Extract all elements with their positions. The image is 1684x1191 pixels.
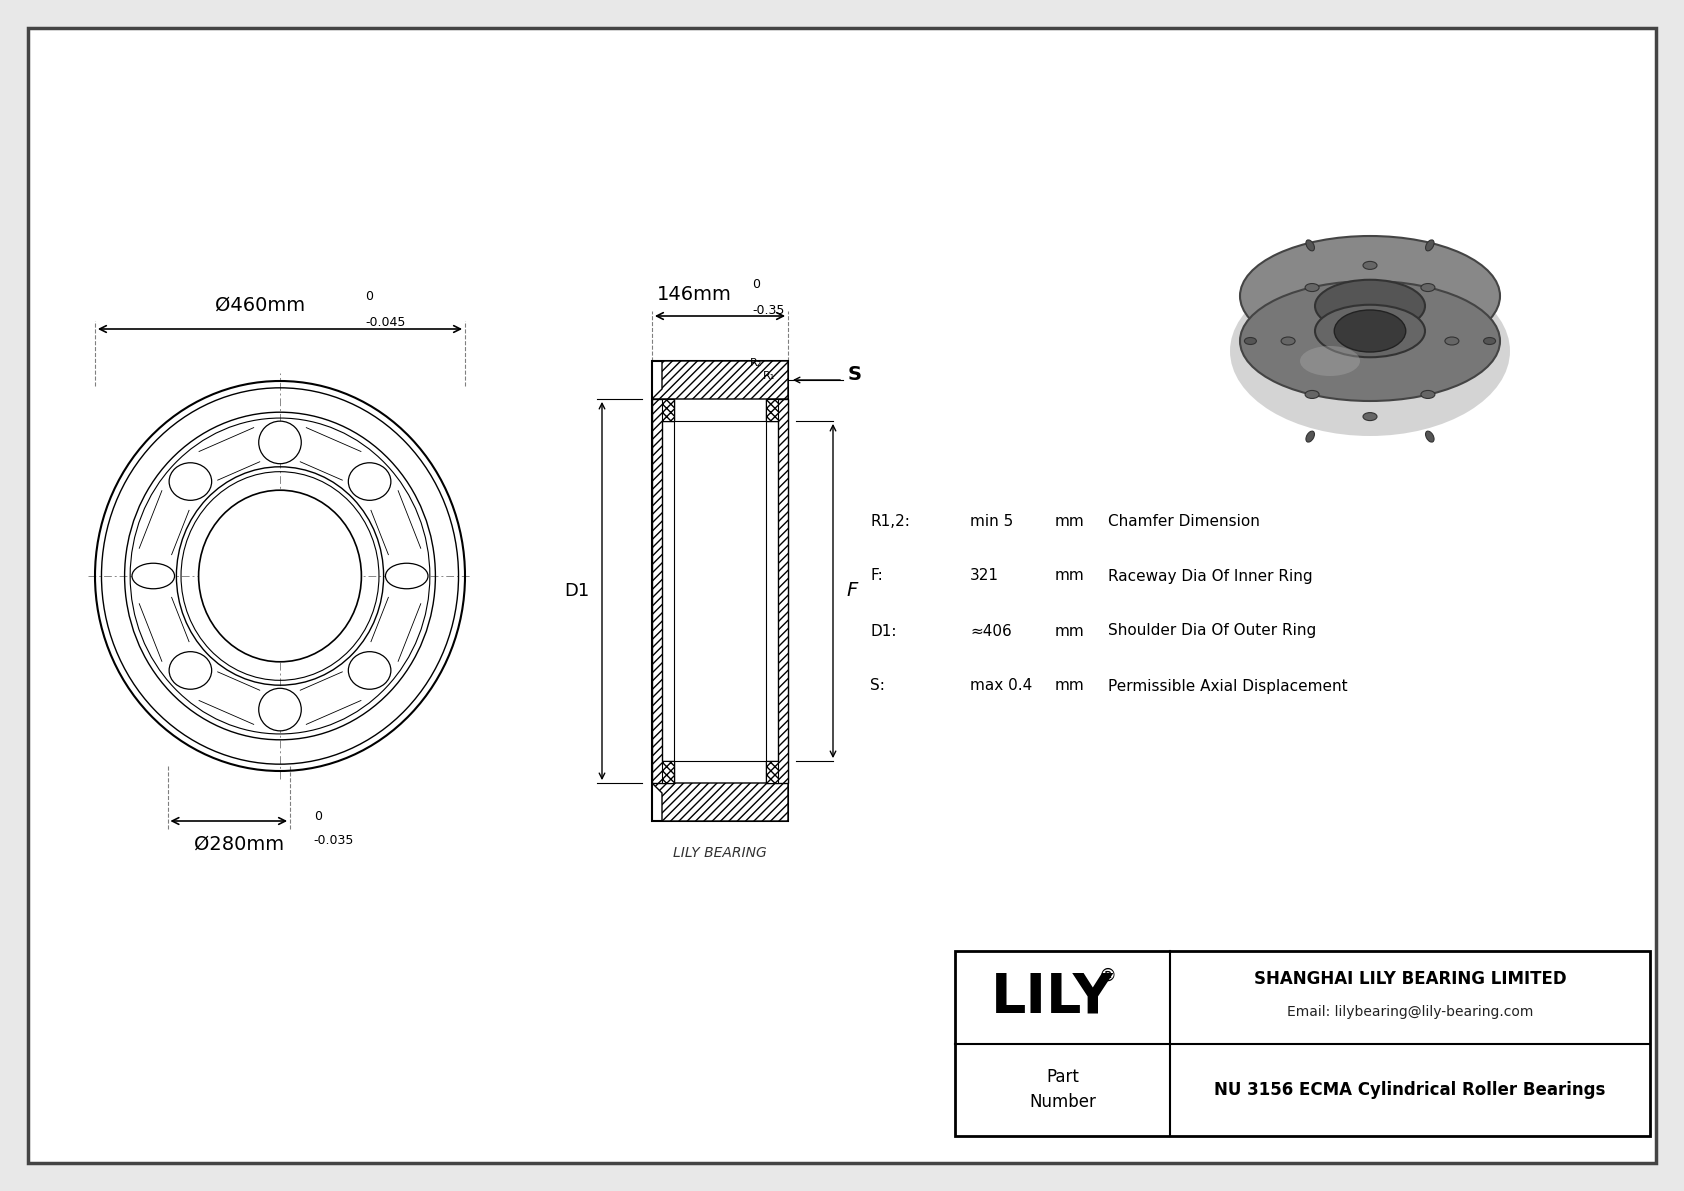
Polygon shape: [652, 782, 788, 821]
Ellipse shape: [1305, 283, 1319, 292]
Text: 0: 0: [753, 278, 759, 291]
Ellipse shape: [131, 563, 175, 588]
Ellipse shape: [1305, 431, 1315, 442]
Ellipse shape: [1305, 239, 1315, 251]
Ellipse shape: [1484, 337, 1495, 344]
Text: 0: 0: [313, 810, 322, 823]
Ellipse shape: [1244, 337, 1256, 344]
Text: Shoulder Dia Of Outer Ring: Shoulder Dia Of Outer Ring: [1108, 624, 1317, 638]
Ellipse shape: [1421, 283, 1435, 292]
Text: mm: mm: [1054, 513, 1084, 529]
Ellipse shape: [259, 422, 301, 463]
Text: Chamfer Dimension: Chamfer Dimension: [1108, 513, 1260, 529]
Text: Raceway Dia Of Inner Ring: Raceway Dia Of Inner Ring: [1108, 568, 1312, 584]
Ellipse shape: [1229, 266, 1511, 436]
Text: max 0.4: max 0.4: [970, 679, 1032, 693]
Text: F: F: [845, 581, 857, 600]
Text: Permissible Axial Displacement: Permissible Axial Displacement: [1108, 679, 1347, 693]
Ellipse shape: [168, 651, 212, 690]
Text: Ø460mm: Ø460mm: [216, 297, 305, 314]
Text: mm: mm: [1054, 679, 1084, 693]
Text: NU 3156 ECMA Cylindrical Roller Bearings: NU 3156 ECMA Cylindrical Roller Bearings: [1214, 1080, 1605, 1099]
Ellipse shape: [1362, 261, 1378, 269]
Polygon shape: [652, 361, 788, 399]
Bar: [652, 361, 788, 821]
Ellipse shape: [168, 463, 212, 500]
Text: R₁: R₁: [763, 372, 775, 381]
Ellipse shape: [1362, 412, 1378, 420]
Ellipse shape: [1426, 239, 1435, 251]
Text: -0.035: -0.035: [313, 834, 354, 847]
Bar: [955, 950, 1650, 1136]
Ellipse shape: [1305, 391, 1319, 399]
Text: D1: D1: [564, 582, 589, 600]
Text: -0.35: -0.35: [753, 304, 785, 317]
Text: -0.045: -0.045: [365, 316, 406, 329]
Bar: [766, 761, 778, 782]
Text: 146mm: 146mm: [657, 285, 733, 304]
Ellipse shape: [1334, 310, 1406, 353]
Ellipse shape: [1315, 305, 1425, 357]
Text: Ø280mm: Ø280mm: [194, 835, 285, 854]
Ellipse shape: [1282, 337, 1295, 345]
Text: mm: mm: [1054, 624, 1084, 638]
Text: S:: S:: [871, 679, 884, 693]
Text: S: S: [849, 366, 862, 385]
Text: D1:: D1:: [871, 624, 896, 638]
Bar: [674, 420, 766, 761]
Polygon shape: [766, 399, 788, 782]
Ellipse shape: [199, 491, 362, 662]
Text: Part
Number: Part Number: [1029, 1068, 1096, 1111]
Polygon shape: [652, 399, 674, 782]
Ellipse shape: [1239, 281, 1500, 401]
Ellipse shape: [259, 688, 301, 731]
Ellipse shape: [1300, 347, 1361, 376]
Text: LILY: LILY: [992, 971, 1113, 1024]
Ellipse shape: [1426, 431, 1435, 442]
Ellipse shape: [349, 463, 391, 500]
Text: R₂: R₂: [749, 358, 763, 368]
Text: ≈406: ≈406: [970, 624, 1012, 638]
Text: R1,2:: R1,2:: [871, 513, 909, 529]
Ellipse shape: [1445, 337, 1458, 345]
Text: 0: 0: [365, 289, 372, 303]
Ellipse shape: [1421, 391, 1435, 399]
Ellipse shape: [386, 563, 428, 588]
Text: SHANGHAI LILY BEARING LIMITED: SHANGHAI LILY BEARING LIMITED: [1253, 971, 1566, 989]
Ellipse shape: [1239, 236, 1500, 356]
Text: mm: mm: [1054, 568, 1084, 584]
Text: LILY BEARING: LILY BEARING: [674, 846, 766, 860]
Bar: [766, 399, 778, 420]
Text: ®: ®: [1098, 966, 1116, 984]
Bar: [662, 761, 674, 782]
Text: Email: lilybearing@lily-bearing.com: Email: lilybearing@lily-bearing.com: [1287, 1005, 1532, 1019]
Text: 321: 321: [970, 568, 999, 584]
Ellipse shape: [1315, 280, 1425, 332]
Text: F:: F:: [871, 568, 882, 584]
Bar: [662, 399, 674, 420]
Text: min 5: min 5: [970, 513, 1014, 529]
Ellipse shape: [349, 651, 391, 690]
